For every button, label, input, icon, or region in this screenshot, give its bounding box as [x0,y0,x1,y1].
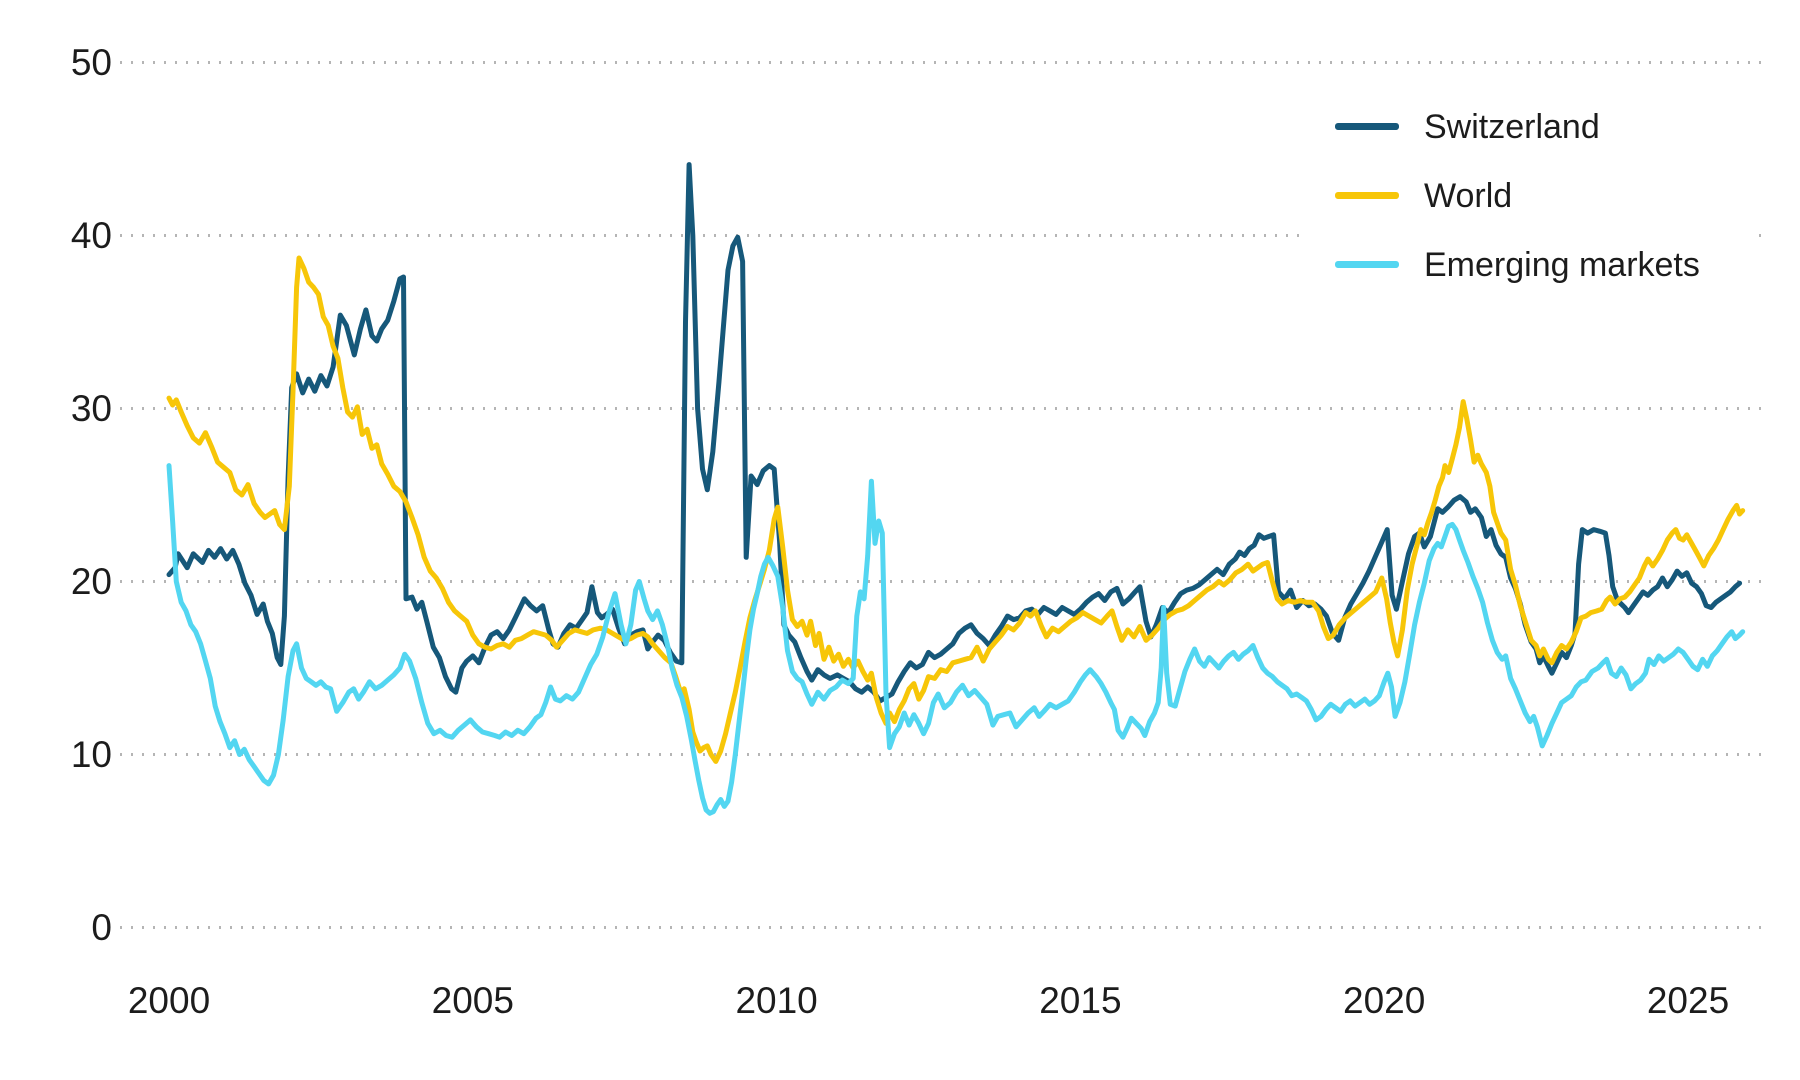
legend-swatch-world [1335,192,1399,199]
x-tick-label-2000: 2000 [128,980,210,1021]
y-tick-label-0: 0 [91,907,112,948]
series-lines [166,162,1746,816]
legend-label-world: World [1424,177,1512,215]
series-line-world [166,255,1746,764]
y-tick-label-10: 10 [71,734,112,775]
y-tick-label-20: 20 [71,561,112,602]
legend-swatch-switzerland [1335,123,1399,130]
legend-swatch-emerging-markets [1335,261,1399,268]
legend: Switzerland World Emerging markets [1300,83,1758,297]
y-tick-label-50: 50 [71,42,112,83]
legend-label-switzerland: Switzerland [1424,108,1600,146]
x-tick-label-2025: 2025 [1647,980,1729,1021]
y-tick-label-40: 40 [71,215,112,256]
x-tick-label-2005: 2005 [432,980,514,1021]
x-tick-label-2020: 2020 [1343,980,1425,1021]
y-axis-labels: 0 10 20 30 40 50 [71,42,112,948]
x-axis-labels: 2000 2005 2010 2015 2020 2025 [128,980,1729,1021]
y-tick-label-30: 30 [71,388,112,429]
legend-label-emerging-markets: Emerging markets [1424,246,1700,284]
series-line-emerging-markets [166,463,1746,816]
x-tick-label-2010: 2010 [735,980,817,1021]
x-tick-label-2015: 2015 [1039,980,1121,1021]
